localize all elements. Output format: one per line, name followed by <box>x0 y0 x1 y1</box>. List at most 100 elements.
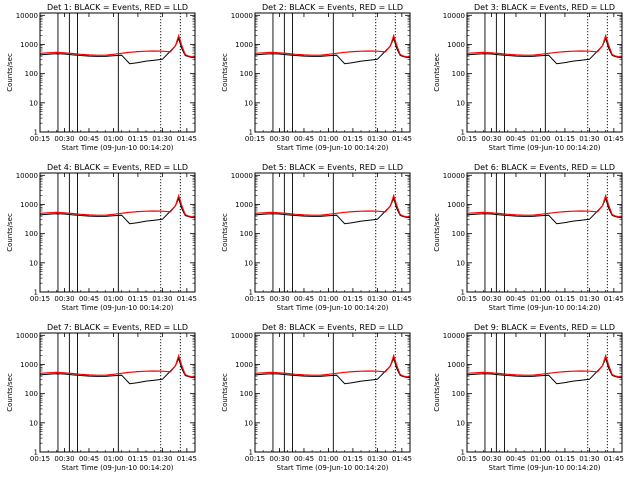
y-tick-label: 10000 <box>16 172 38 180</box>
x-tick-label: 00:45 <box>79 295 99 303</box>
y-tick-label: 1 <box>461 449 465 457</box>
x-tick-label: 01:15 <box>128 455 148 463</box>
x-tick-label: 00:45 <box>79 135 99 143</box>
y-tick-label: 1 <box>461 289 465 297</box>
detector-panel-8: Det 8: BLACK = Events, RED = LLD Counts/s… <box>221 323 412 472</box>
y-tick-label: 1000 <box>235 41 253 49</box>
plot-frame <box>39 172 196 293</box>
x-axis-label: Start Time (09-Jun-10 00:14:20) <box>277 144 389 152</box>
y-tick-label: 100 <box>25 230 38 238</box>
series-line-events <box>254 357 411 385</box>
panel-title: Det 8: BLACK = Events, RED = LLD <box>262 323 403 332</box>
x-tick-label: 00:45 <box>294 455 314 463</box>
x-tick-label: 00:30 <box>54 295 74 303</box>
x-tick-label: 01:30 <box>367 135 387 143</box>
series-line-lld <box>39 193 196 218</box>
y-tick-label: 10000 <box>231 332 253 340</box>
x-tick-label: 00:30 <box>54 455 74 463</box>
y-tick-label: 1000 <box>235 201 253 209</box>
y-axis-label: Counts/sec <box>6 213 14 252</box>
y-axis-label: Counts/sec <box>221 53 229 92</box>
x-axis-label: Start Time (09-Jun-10 00:14:20) <box>489 304 601 312</box>
x-tick-label: 01:30 <box>152 455 172 463</box>
x-axis-label: Start Time (09-Jun-10 00:14:20) <box>489 144 601 152</box>
x-tick-label: 00:45 <box>79 455 99 463</box>
y-axis-label: Counts/sec <box>221 373 229 412</box>
x-tick-label: 00:15 <box>30 455 50 463</box>
x-tick-label: 00:45 <box>506 135 526 143</box>
x-tick-label: 00:30 <box>54 135 74 143</box>
y-tick-label: 10 <box>29 419 38 427</box>
plot-frame <box>39 12 196 133</box>
y-tick-label: 100 <box>452 70 465 78</box>
y-tick-label: 10000 <box>443 172 465 180</box>
x-tick-label: 01:45 <box>392 135 412 143</box>
x-tick-label: 00:30 <box>481 455 501 463</box>
x-tick-label: 01:00 <box>103 135 123 143</box>
x-tick-label: 01:45 <box>177 295 197 303</box>
y-tick-label: 10000 <box>16 332 38 340</box>
x-tick-label: 01:15 <box>555 455 575 463</box>
x-tick-label: 00:30 <box>481 135 501 143</box>
series-line-events <box>39 37 196 65</box>
panel-title: Det 5: BLACK = Events, RED = LLD <box>262 163 403 172</box>
x-tick-label: 01:00 <box>103 455 123 463</box>
y-tick-label: 10000 <box>443 12 465 20</box>
panel-title: Det 4: BLACK = Events, RED = LLD <box>47 163 188 172</box>
y-tick-label: 10000 <box>231 172 253 180</box>
x-tick-label: 01:45 <box>392 295 412 303</box>
y-tick-label: 1 <box>249 289 253 297</box>
x-tick-label: 00:15 <box>457 455 477 463</box>
plot-frame <box>254 12 411 133</box>
series-line-events <box>466 197 623 225</box>
plot-frame <box>39 332 196 453</box>
detector-panel-6: Det 6: BLACK = Events, RED = LLD Counts/s… <box>433 163 624 312</box>
series-line-lld <box>254 353 411 378</box>
x-tick-label: 00:30 <box>269 295 289 303</box>
y-tick-label: 10000 <box>443 332 465 340</box>
series-line-lld <box>466 193 623 218</box>
y-tick-label: 1000 <box>235 361 253 369</box>
x-tick-label: 01:45 <box>177 135 197 143</box>
panel-title: Det 3: BLACK = Events, RED = LLD <box>474 3 615 12</box>
x-tick-label: 01:00 <box>318 295 338 303</box>
y-tick-label: 100 <box>240 390 253 398</box>
panel-title: Det 7: BLACK = Events, RED = LLD <box>47 323 188 332</box>
y-tick-label: 100 <box>240 230 253 238</box>
x-tick-label: 01:00 <box>530 135 550 143</box>
series-line-lld <box>466 33 623 58</box>
x-tick-label: 00:15 <box>457 295 477 303</box>
y-axis-label: Counts/sec <box>221 213 229 252</box>
y-tick-label: 10 <box>244 99 253 107</box>
y-tick-label: 100 <box>452 390 465 398</box>
x-tick-label: 01:45 <box>604 295 624 303</box>
detector-panel-3: Det 3: BLACK = Events, RED = LLD Counts/s… <box>433 3 624 152</box>
x-tick-label: 00:15 <box>30 135 50 143</box>
x-tick-label: 01:30 <box>367 455 387 463</box>
detector-panel-7: Det 7: BLACK = Events, RED = LLD Counts/s… <box>6 323 197 472</box>
y-tick-label: 1 <box>461 129 465 137</box>
y-tick-label: 100 <box>25 70 38 78</box>
x-tick-label: 00:15 <box>245 135 265 143</box>
x-tick-label: 01:00 <box>530 455 550 463</box>
y-tick-label: 1000 <box>20 201 38 209</box>
x-tick-label: 01:30 <box>367 295 387 303</box>
panel-title: Det 2: BLACK = Events, RED = LLD <box>262 3 403 12</box>
plot-frame <box>466 172 623 293</box>
y-axis-label: Counts/sec <box>6 53 14 92</box>
x-tick-label: 00:45 <box>294 295 314 303</box>
detector-panel-5: Det 5: BLACK = Events, RED = LLD Counts/s… <box>221 163 412 312</box>
y-tick-label: 1000 <box>20 361 38 369</box>
y-tick-label: 10 <box>456 99 465 107</box>
x-tick-label: 01:30 <box>579 455 599 463</box>
y-tick-label: 1000 <box>447 41 465 49</box>
x-axis-label: Start Time (09-Jun-10 00:14:20) <box>62 144 174 152</box>
x-tick-label: 01:15 <box>555 295 575 303</box>
y-tick-label: 100 <box>240 70 253 78</box>
x-tick-label: 01:45 <box>604 135 624 143</box>
y-tick-label: 1000 <box>447 201 465 209</box>
x-tick-label: 01:15 <box>343 295 363 303</box>
series-line-lld <box>39 33 196 58</box>
x-tick-label: 01:00 <box>530 295 550 303</box>
